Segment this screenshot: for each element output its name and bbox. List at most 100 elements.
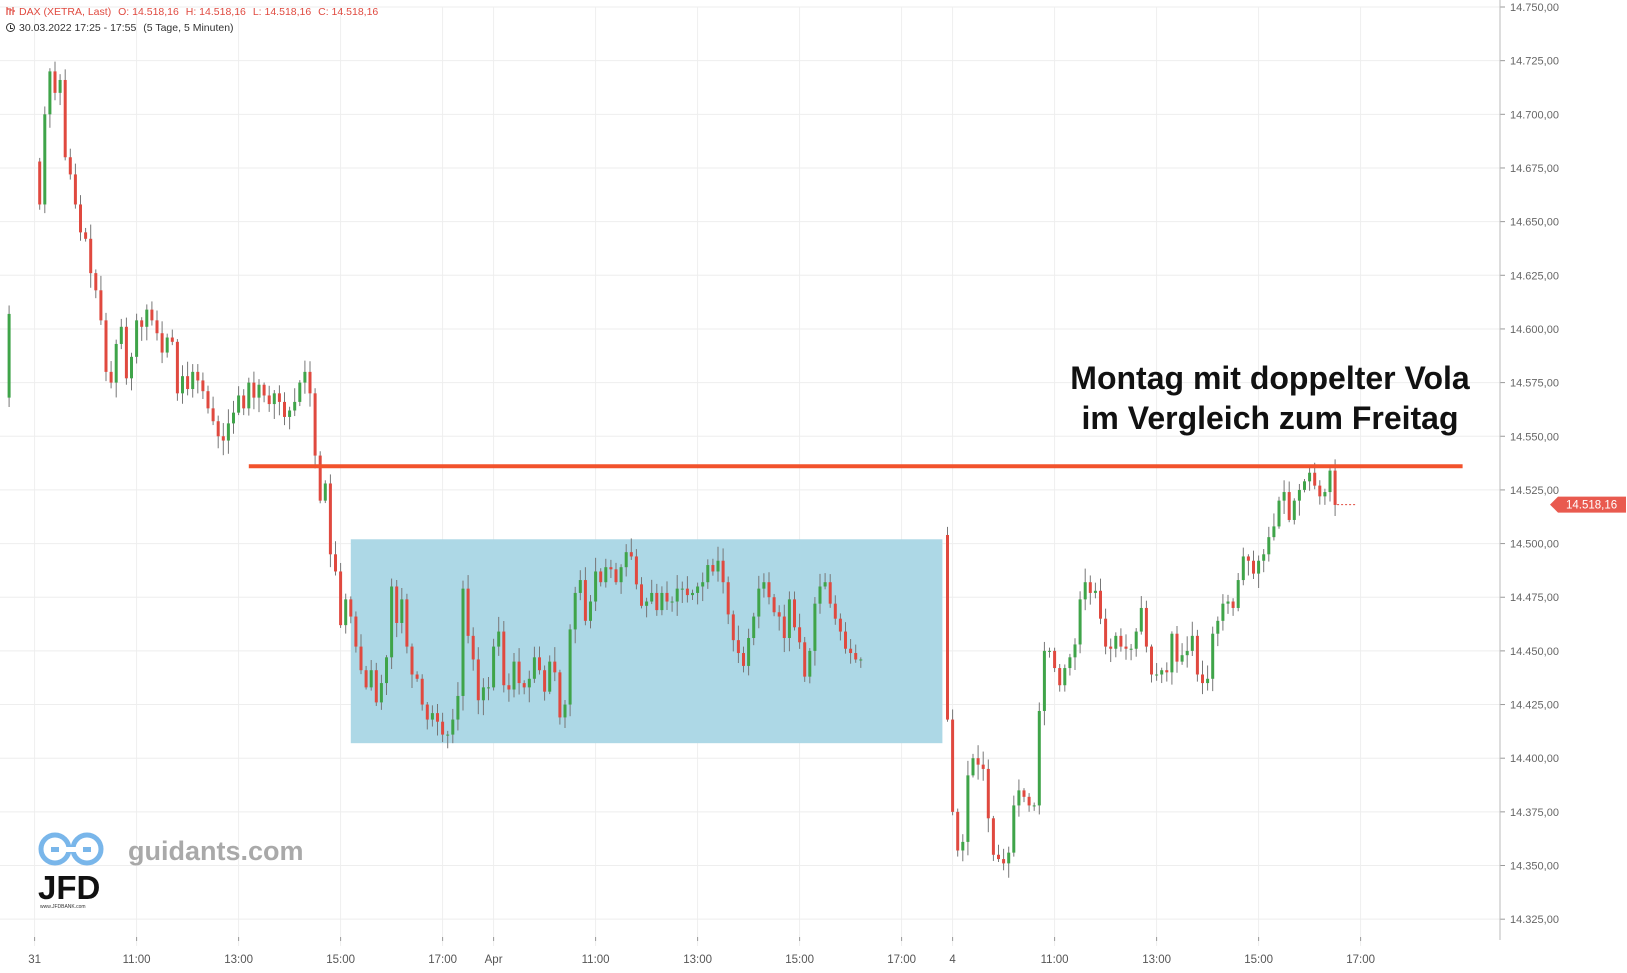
candle-body [1226, 601, 1230, 604]
candle-body [1119, 635, 1123, 647]
candle-body [492, 646, 496, 688]
price-tick-label: 14.400,00 [1510, 753, 1559, 765]
time-tick-label: 17:00 [887, 954, 916, 966]
candle-body [1180, 655, 1184, 662]
candle-body [1099, 590, 1102, 619]
candle-body [736, 640, 740, 654]
candle-body [303, 371, 307, 383]
candle-body [68, 157, 72, 175]
candle-body [553, 661, 557, 673]
candle-body [1042, 650, 1046, 711]
candle-body [124, 326, 128, 379]
candle-body [354, 616, 358, 647]
candle-body [589, 601, 592, 621]
candle-body [186, 376, 190, 390]
candle-body [48, 71, 52, 115]
candle-body [1287, 492, 1291, 520]
candle-body [211, 408, 215, 422]
bar-chart-icon [6, 7, 15, 15]
candle-body [79, 204, 82, 233]
candle-body [609, 567, 613, 570]
candle-body [1007, 852, 1011, 864]
candle-body [1139, 607, 1143, 632]
price-tick-label: 14.325,00 [1510, 914, 1559, 926]
candles [7, 61, 1337, 878]
candle-body [599, 571, 603, 583]
time-tick-label: 17:00 [428, 954, 457, 966]
candle-body [43, 114, 47, 205]
candle-body [1303, 481, 1306, 490]
candle-body [986, 768, 990, 819]
candle-body [471, 635, 475, 660]
candle-body [1195, 635, 1199, 675]
candle-body [247, 382, 251, 409]
candle-body [777, 612, 781, 617]
candle-body [1318, 485, 1322, 497]
price-tick-label: 14.675,00 [1510, 163, 1559, 175]
time-range: 30.03.2022 17:25 - 17:55 [19, 22, 137, 34]
candle-body [696, 586, 700, 593]
candle-body [1150, 646, 1153, 675]
candle-body [512, 661, 516, 690]
candle-body [1231, 601, 1235, 608]
ohlc-header: DAX (XETRA, Last) O: 14.518,16 H: 14.518… [6, 6, 382, 18]
candle-body [1175, 633, 1179, 662]
candle-body [670, 601, 674, 603]
candle-body [237, 395, 241, 413]
chart-annotation: Montag mit doppelter Vola im Vergleich z… [1040, 358, 1500, 438]
candle-body [181, 376, 184, 394]
time-range-header: 30.03.2022 17:25 - 17:55 (5 Tage, 5 Minu… [6, 22, 238, 34]
candle-body [726, 582, 730, 615]
candle-body [1048, 650, 1051, 652]
candle-body [369, 670, 373, 688]
candle-body [1221, 603, 1225, 621]
candle-body [191, 371, 195, 390]
candle-body [283, 401, 286, 417]
candle-body [323, 483, 327, 501]
time-tick-label: 15:00 [326, 954, 355, 966]
open-value: O: 14.518,16 [118, 6, 179, 18]
candle-body [1308, 472, 1312, 482]
candle-body [1144, 607, 1148, 647]
candle-body [772, 597, 776, 613]
annotation-line-2: im Vergleich zum Freitag [1081, 400, 1459, 436]
candle-body [951, 719, 955, 812]
candle-body [53, 71, 57, 93]
candle-body [456, 695, 460, 720]
candle-body [956, 811, 960, 851]
candle-body [216, 421, 220, 437]
candle-body [1252, 560, 1255, 574]
candle-body [476, 659, 480, 701]
candle-body [991, 818, 995, 855]
candle-body [1236, 580, 1240, 608]
price-tick-label: 14.600,00 [1510, 324, 1559, 336]
candle-body [109, 371, 113, 383]
candle-body [854, 653, 858, 660]
candle-body [629, 552, 633, 557]
candle-body [497, 631, 501, 647]
candle-body [1211, 633, 1215, 679]
candle-body [298, 382, 302, 402]
candle-body [293, 401, 297, 411]
candle-body [1190, 635, 1194, 651]
candle-body [844, 631, 847, 649]
candle-body [466, 588, 470, 636]
candle-body [640, 584, 643, 606]
candle-body [833, 603, 837, 619]
candle-body [1002, 859, 1006, 864]
candle-body [798, 627, 802, 643]
candle-body [339, 571, 343, 626]
candle-body [961, 841, 965, 851]
price-axis: 14.750,00 14.725,00 14.700,00 14.675,00 14.6… [1499, 0, 1559, 940]
candle-body [267, 395, 271, 405]
candle-body [522, 683, 526, 688]
candle-body [685, 588, 689, 596]
candle-body [543, 670, 547, 692]
candle-body [63, 79, 67, 158]
candle-body [619, 567, 623, 583]
candle-body [583, 580, 587, 621]
candle-body [1129, 648, 1133, 650]
candle-body [1068, 657, 1072, 669]
price-tick-label: 14.725,00 [1510, 56, 1559, 68]
candle-body [818, 586, 822, 604]
